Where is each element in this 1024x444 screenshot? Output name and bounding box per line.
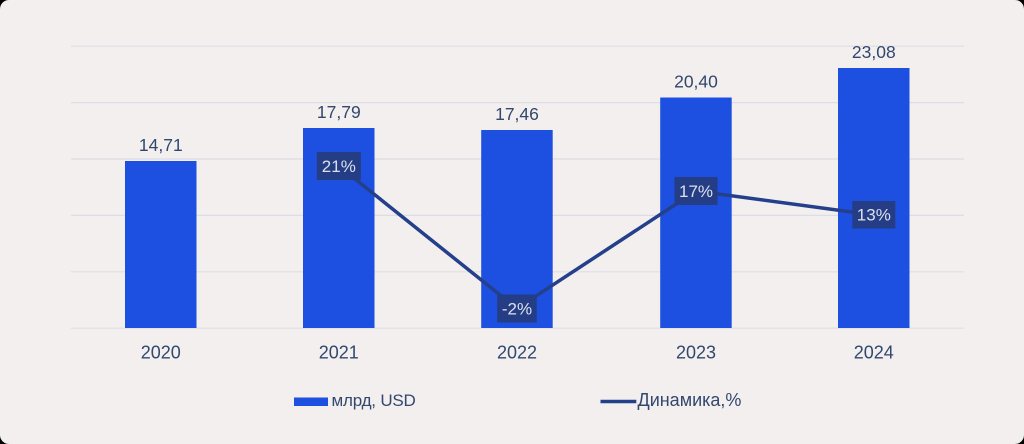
svg-text:2020: 2020 xyxy=(141,343,181,363)
svg-text:17%: 17% xyxy=(679,182,713,201)
svg-text:2022: 2022 xyxy=(497,343,537,363)
svg-text:23,08: 23,08 xyxy=(852,42,896,62)
svg-text:Динамика,%: Динамика,% xyxy=(638,390,742,410)
svg-text:17,79: 17,79 xyxy=(317,102,361,122)
svg-text:13%: 13% xyxy=(857,206,891,225)
svg-text:2023: 2023 xyxy=(676,343,716,363)
svg-text:20,40: 20,40 xyxy=(674,71,718,91)
svg-text:2024: 2024 xyxy=(854,343,894,363)
svg-text:21%: 21% xyxy=(322,157,356,176)
svg-text:17,46: 17,46 xyxy=(495,104,539,124)
svg-text:14,71: 14,71 xyxy=(139,135,183,155)
svg-text:млрд, USD: млрд, USD xyxy=(332,391,416,410)
svg-text:2021: 2021 xyxy=(319,343,359,363)
svg-text:-2%: -2% xyxy=(502,300,532,319)
